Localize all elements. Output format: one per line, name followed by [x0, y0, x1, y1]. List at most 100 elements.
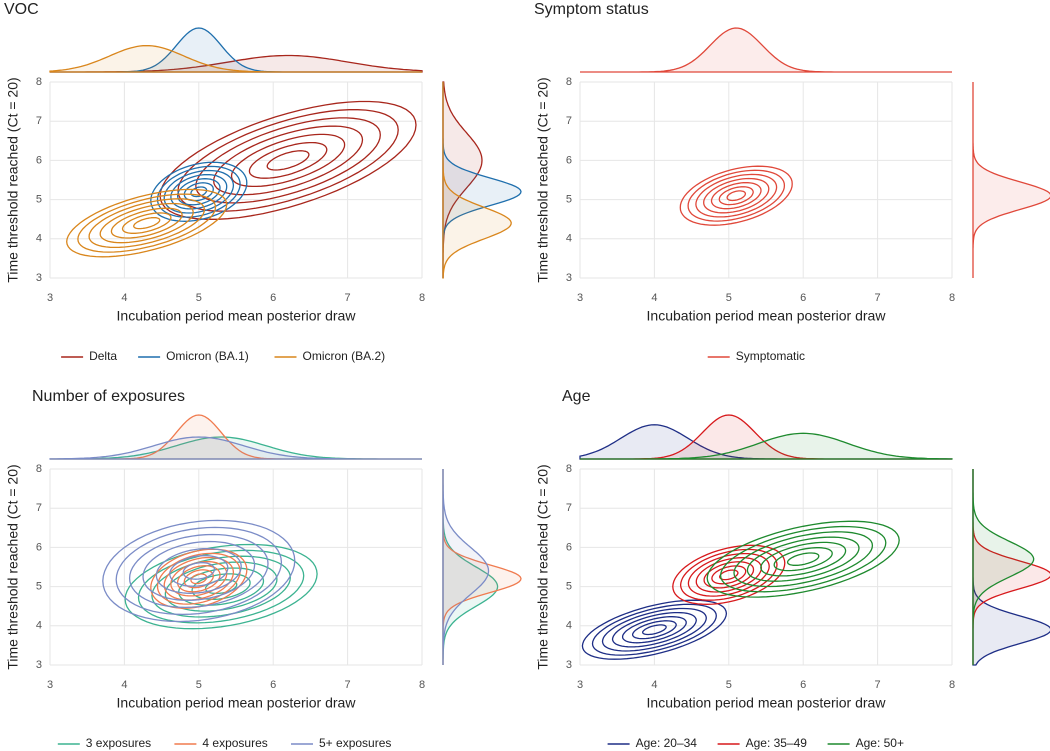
density-contour: [621, 616, 687, 644]
x-axis-label: Incubation period mean posterior draw: [117, 695, 357, 711]
density-contour: [710, 181, 762, 210]
density-contour: [230, 133, 346, 188]
y-tick-label: 6: [566, 154, 572, 166]
legend-label: Omicron (BA.2): [303, 349, 386, 363]
panel-title: Number of exposures: [32, 388, 185, 405]
y-tick-label: 8: [566, 76, 572, 88]
y-tick-label: 6: [36, 541, 42, 553]
density-contour: [266, 150, 310, 171]
x-tick-label: 7: [875, 679, 881, 691]
marginal-density-x: [580, 432, 953, 460]
density-contour: [190, 573, 208, 585]
legend-label: 5+ exposures: [319, 736, 391, 750]
marginal-density-x: [580, 27, 952, 73]
density-contour: [642, 624, 667, 636]
x-tick-label: 3: [577, 292, 583, 304]
x-tick-label: 6: [800, 292, 806, 304]
density-contour: [631, 620, 677, 640]
density-contour: [151, 555, 291, 618]
y-tick-label: 7: [566, 502, 572, 514]
x-tick-label: 3: [47, 679, 53, 691]
density-contour: [190, 186, 208, 198]
x-tick-label: 5: [196, 292, 202, 304]
legend-label: Delta: [89, 349, 117, 363]
y-tick-label: 4: [36, 233, 42, 245]
x-tick-label: 5: [726, 679, 732, 691]
legend-label: Symptomatic: [736, 349, 805, 363]
density-contour: [687, 169, 786, 222]
density-contour: [164, 561, 278, 612]
x-axis-label: Incubation period mean posterior draw: [117, 308, 357, 324]
x-axis-label: Incubation period mean posterior draw: [647, 695, 887, 711]
density-contour: [121, 212, 172, 234]
x-tick-label: 8: [949, 679, 955, 691]
y-tick-label: 6: [36, 154, 42, 166]
y-axis-label: Time threshold reached (Ct = 20): [5, 77, 21, 282]
density-contour: [679, 548, 778, 601]
panel-title: VOC: [4, 1, 39, 18]
legend-label: 4 exposures: [202, 736, 267, 750]
marginal-density-x: [49, 44, 422, 73]
density-contour: [719, 525, 887, 593]
y-tick-label: 4: [566, 620, 572, 632]
legend-label: 3 exposures: [86, 736, 151, 750]
y-tick-label: 5: [36, 581, 42, 593]
density-contour: [99, 202, 194, 244]
y-tick-label: 3: [566, 659, 572, 671]
density-contour: [679, 165, 793, 226]
density-contour: [66, 188, 228, 258]
y-axis-label: Time threshold reached (Ct = 20): [535, 464, 551, 669]
marginal-density-y: [972, 82, 1050, 278]
x-tick-label: 6: [270, 679, 276, 691]
y-tick-label: 3: [36, 272, 42, 284]
legend-label: Age: 20–34: [636, 736, 698, 750]
panel-title: Symptom status: [534, 1, 649, 18]
x-tick-label: 4: [651, 292, 657, 304]
density-contour: [155, 547, 242, 594]
density-contour: [137, 549, 305, 624]
y-tick-label: 7: [36, 115, 42, 127]
density-contour: [760, 541, 847, 577]
y-tick-label: 7: [36, 502, 42, 514]
density-contour: [182, 562, 216, 580]
y-tick-label: 7: [566, 115, 572, 127]
marginal-density-y: [972, 469, 1035, 665]
density-contour: [687, 552, 770, 597]
x-axis-label: Incubation period mean posterior draw: [647, 308, 887, 324]
density-contour: [102, 519, 296, 623]
density-contour: [156, 165, 241, 218]
density-contour: [703, 177, 770, 214]
density-contour: [163, 556, 235, 601]
marginal-density-y: [442, 469, 490, 665]
y-tick-label: 8: [36, 463, 42, 475]
density-contour: [591, 603, 717, 656]
density-contour: [718, 186, 754, 206]
x-tick-label: 7: [875, 292, 881, 304]
density-contour: [128, 533, 269, 609]
density-contour: [581, 599, 728, 660]
density-contour: [706, 520, 900, 598]
density-contour: [786, 552, 820, 566]
y-tick-label: 4: [566, 233, 572, 245]
y-tick-label: 3: [566, 272, 572, 284]
density-contour: [611, 611, 697, 648]
y-tick-label: 3: [36, 659, 42, 671]
x-tick-label: 8: [949, 292, 955, 304]
density-contour: [195, 117, 381, 204]
y-tick-label: 8: [36, 76, 42, 88]
legend-label: Age: 35–49: [746, 736, 808, 750]
density-contour: [733, 531, 874, 588]
density-contour: [169, 554, 229, 587]
density-contour: [746, 536, 860, 582]
density-contour: [88, 198, 206, 249]
y-tick-label: 5: [566, 194, 572, 206]
density-contour: [150, 161, 248, 222]
y-tick-label: 5: [566, 581, 572, 593]
x-tick-label: 6: [270, 292, 276, 304]
density-contour: [77, 193, 217, 253]
density-contour: [177, 109, 399, 212]
x-tick-label: 6: [800, 679, 806, 691]
y-tick-label: 8: [566, 463, 572, 475]
x-tick-label: 7: [345, 679, 351, 691]
density-contour: [213, 125, 364, 196]
